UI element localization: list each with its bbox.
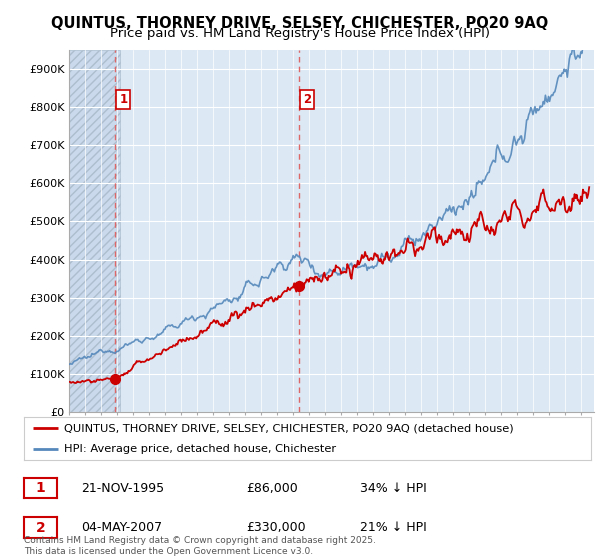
Text: 1: 1 [35,482,46,496]
Text: £330,000: £330,000 [246,521,305,534]
Text: 2: 2 [302,94,311,106]
Text: QUINTUS, THORNEY DRIVE, SELSEY, CHICHESTER, PO20 9AQ (detached house): QUINTUS, THORNEY DRIVE, SELSEY, CHICHEST… [64,423,514,433]
Text: 04-MAY-2007: 04-MAY-2007 [81,521,162,534]
Text: 21% ↓ HPI: 21% ↓ HPI [360,521,427,534]
Text: 2: 2 [35,521,46,534]
Text: 21-NOV-1995: 21-NOV-1995 [81,482,164,495]
Text: QUINTUS, THORNEY DRIVE, SELSEY, CHICHESTER, PO20 9AQ: QUINTUS, THORNEY DRIVE, SELSEY, CHICHEST… [52,16,548,31]
Bar [69,50,120,412]
Text: Contains HM Land Registry data © Crown copyright and database right 2025.
This d: Contains HM Land Registry data © Crown c… [24,536,376,556]
Text: Price paid vs. HM Land Registry's House Price Index (HPI): Price paid vs. HM Land Registry's House … [110,27,490,40]
Text: 1: 1 [119,94,128,106]
Text: £86,000: £86,000 [246,482,298,495]
Text: HPI: Average price, detached house, Chichester: HPI: Average price, detached house, Chic… [64,445,336,454]
Text: 34% ↓ HPI: 34% ↓ HPI [360,482,427,495]
